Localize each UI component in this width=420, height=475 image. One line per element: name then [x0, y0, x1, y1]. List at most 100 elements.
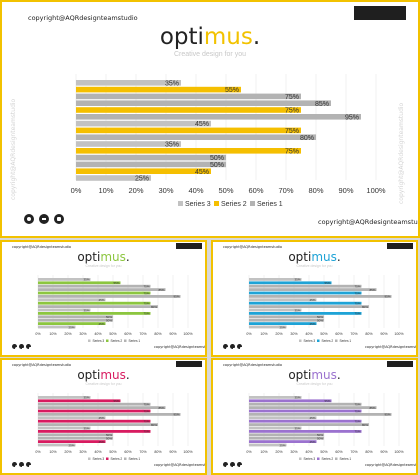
data-label: 45%	[98, 322, 104, 326]
data-label: 45%	[309, 298, 315, 302]
bar	[38, 399, 121, 403]
x-tick-label: 100%	[394, 332, 404, 336]
copyright-footer: copyright@AQRdesignteamstudio	[318, 218, 420, 226]
bar	[76, 120, 211, 127]
mail-icon[interactable]	[19, 344, 26, 350]
instagram-icon[interactable]	[12, 462, 19, 469]
x-tick-label: 30%	[158, 186, 173, 195]
legend-label: Series 3	[93, 339, 105, 343]
data-label: 35%	[165, 80, 179, 87]
data-label: 75%	[285, 108, 299, 115]
bar	[76, 168, 211, 174]
legend-swatch	[299, 457, 302, 460]
bar	[249, 301, 362, 305]
thumbnail-purple[interactable]: copyright@AQRdesignteamstudio optimus. Cre…	[211, 358, 418, 475]
data-label: 45%	[195, 121, 209, 128]
x-tick-label: 10%	[98, 186, 113, 195]
bar	[76, 154, 226, 161]
x-tick-label: 50%	[320, 332, 328, 336]
data-label: 50%	[317, 437, 323, 441]
x-tick-label: 10%	[49, 450, 57, 454]
bar	[249, 308, 302, 312]
bar	[249, 433, 324, 437]
thumbnail-social-icons	[12, 462, 33, 469]
legend-label: Series 1	[129, 457, 141, 461]
bar	[249, 298, 317, 302]
legend-swatch	[317, 457, 320, 460]
data-label: 95%	[384, 413, 390, 417]
data-label: 45%	[309, 322, 315, 326]
data-label: 95%	[345, 114, 359, 121]
bar	[76, 100, 331, 106]
legend-swatch	[317, 339, 320, 342]
bar	[249, 440, 317, 443]
data-label: 35%	[83, 396, 89, 400]
bar	[38, 433, 113, 437]
legend-swatch	[299, 339, 302, 342]
x-tick-label: 100%	[366, 186, 386, 195]
bar	[249, 426, 302, 430]
legend-label: Series 2	[221, 201, 247, 208]
x-tick-label: 30%	[290, 332, 298, 336]
thumbnail-title: optimus.	[77, 368, 130, 382]
legend-label: Series 2	[322, 457, 334, 461]
thumbnail-pink[interactable]: copyright@AQRdesignteamstudio optimus. Cre…	[0, 358, 207, 475]
instagram-icon[interactable]	[24, 214, 34, 224]
x-tick-label: 30%	[290, 450, 298, 454]
bar	[76, 134, 316, 140]
bar	[76, 86, 241, 93]
bar	[249, 409, 362, 413]
x-tick-label: 80%	[308, 186, 323, 195]
bar	[76, 141, 181, 147]
data-label: 35%	[83, 308, 89, 312]
web-icon[interactable]	[26, 344, 33, 351]
data-label: 25%	[68, 325, 74, 329]
bar	[249, 284, 362, 288]
bar	[249, 406, 377, 409]
web-icon[interactable]	[54, 214, 64, 224]
instagram-icon[interactable]	[12, 344, 19, 351]
main-slide[interactable]: copyright@AQRdesignteamstudio optimus. C…	[0, 0, 420, 238]
data-label: 75%	[143, 403, 149, 407]
web-icon[interactable]	[237, 344, 244, 351]
instagram-icon[interactable]	[223, 344, 230, 351]
x-tick-label: 0%	[246, 450, 252, 454]
mail-icon[interactable]	[19, 462, 26, 468]
legend-label: Series 3	[185, 201, 211, 208]
bar	[76, 175, 151, 181]
x-tick-label: 20%	[128, 186, 143, 195]
thumbnail-title: optimus.	[77, 250, 130, 264]
x-tick-label: 60%	[335, 332, 343, 336]
bar	[38, 301, 151, 305]
x-tick-label: 50%	[320, 450, 328, 454]
data-label: 75%	[143, 302, 149, 306]
bar	[249, 278, 302, 281]
x-tick-label: 80%	[154, 332, 162, 336]
x-tick-label: 40%	[94, 332, 102, 336]
thumbnail-blue[interactable]: copyright@AQRdesignteamstudio optimus. Cre…	[211, 240, 418, 357]
instagram-icon[interactable]	[223, 462, 230, 469]
bar	[38, 325, 76, 329]
data-label: 50%	[210, 155, 224, 162]
thumbnail-social-icons	[223, 462, 244, 469]
mail-icon[interactable]	[39, 214, 49, 224]
thumbnail-black-bar	[176, 361, 202, 367]
legend-label: Series 1	[340, 339, 352, 343]
x-tick-label: 60%	[248, 186, 263, 195]
mail-icon[interactable]	[230, 344, 237, 350]
thumbnail-green[interactable]: copyright@AQRdesignteamstudio optimus. Cre…	[0, 240, 207, 357]
thumbnail-copyright-footer: copyright@AQRdesignteamstudio	[365, 345, 417, 349]
web-icon[interactable]	[237, 462, 244, 469]
bar	[38, 322, 106, 325]
data-label: 55%	[113, 281, 119, 285]
x-tick-label: 100%	[394, 450, 404, 454]
bar	[38, 278, 91, 281]
legend-swatch	[124, 457, 127, 460]
data-label: 45%	[98, 416, 104, 420]
bar	[249, 322, 317, 325]
bar	[249, 443, 287, 447]
page-title: optimus.	[2, 24, 418, 50]
web-icon[interactable]	[26, 462, 33, 469]
thumbnail-black-bar	[387, 361, 413, 367]
mail-icon[interactable]	[230, 462, 237, 468]
